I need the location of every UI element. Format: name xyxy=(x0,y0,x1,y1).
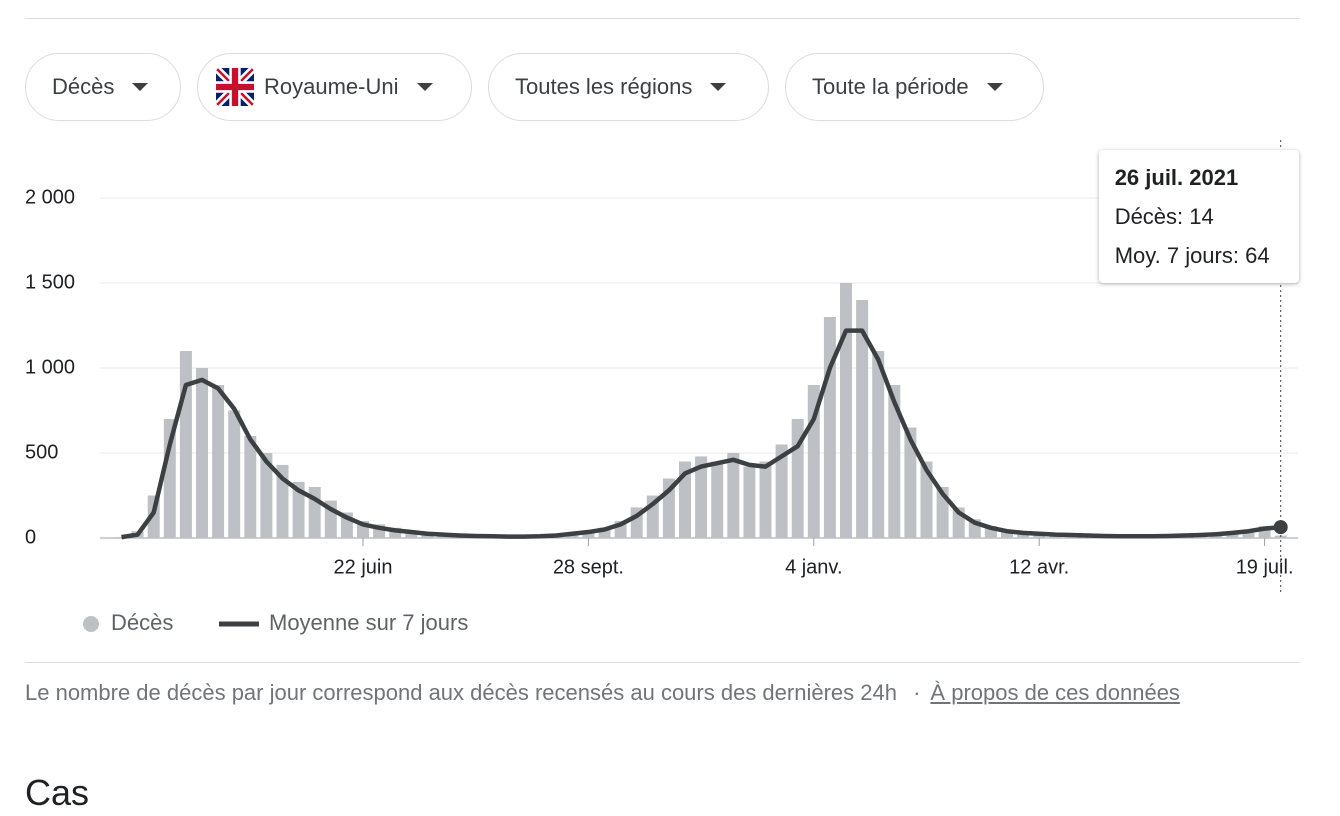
legend-label: Moyenne sur 7 jours xyxy=(269,610,468,635)
x-tick-label: 4 janv. xyxy=(785,556,842,578)
chip-label: Décès xyxy=(52,74,115,99)
tooltip: 26 juil. 2021 Décès: 14 Moy. 7 jours: 64 xyxy=(1098,150,1299,283)
tooltip-row: Décès: 14 xyxy=(1115,197,1283,236)
tooltip-label: Décès: xyxy=(1114,204,1184,229)
period-dropdown[interactable]: Toute la période xyxy=(785,53,1044,121)
section-heading: Cas xyxy=(25,772,90,813)
x-tick-label: 19 juil. xyxy=(1236,556,1294,578)
divider xyxy=(25,18,1300,19)
y-tick-label: 0 xyxy=(25,526,36,548)
bar xyxy=(1001,530,1013,538)
caret xyxy=(416,83,433,91)
legend-marker xyxy=(83,616,99,632)
country-dropdown[interactable]: Royaume-Uni xyxy=(197,53,472,121)
x-tick-label: 28 sept. xyxy=(553,556,624,578)
bar xyxy=(1242,530,1255,538)
bar xyxy=(582,531,595,538)
divider xyxy=(25,662,1300,663)
about-link[interactable]: À propos de ces données xyxy=(930,680,1180,705)
bar xyxy=(1017,532,1030,538)
bar xyxy=(775,444,788,538)
bar xyxy=(1258,526,1271,538)
bar xyxy=(743,466,756,538)
bar xyxy=(840,283,852,538)
footnote: Le nombre de décès par jour correspond a… xyxy=(25,680,1180,706)
y-tick-label: 1 500 xyxy=(25,271,75,293)
caret xyxy=(710,83,727,91)
bar xyxy=(727,453,740,538)
chip-label: Royaume-Uni xyxy=(264,74,399,99)
chip-label: Toute la période xyxy=(812,74,969,99)
uk-flag xyxy=(216,68,254,106)
bar xyxy=(260,453,273,538)
x-tick-label: 22 juin xyxy=(334,556,393,578)
bar xyxy=(212,385,225,538)
bar xyxy=(888,385,901,538)
bar xyxy=(389,527,402,538)
bar xyxy=(904,427,917,538)
footnote-text: Le nombre de décès par jour correspond a… xyxy=(25,680,897,705)
bar xyxy=(823,317,836,538)
y-tick-label: 500 xyxy=(25,441,58,463)
bar xyxy=(292,481,305,538)
average-line xyxy=(121,328,1281,540)
legend-label: Décès xyxy=(111,610,173,635)
bar xyxy=(1226,532,1239,538)
bar xyxy=(179,351,192,538)
tooltip-label: Moy. 7 jours: xyxy=(1114,243,1239,268)
bar xyxy=(872,351,885,538)
region-dropdown[interactable]: Toutes les régions xyxy=(488,53,769,121)
bar xyxy=(115,537,128,538)
bar xyxy=(228,410,241,538)
bar xyxy=(598,527,611,538)
bar xyxy=(244,436,257,538)
y-tick-label: 1 000 xyxy=(25,356,75,378)
separator: · xyxy=(913,680,921,705)
caret xyxy=(132,83,149,91)
bar xyxy=(759,461,772,538)
bar xyxy=(196,368,208,538)
tooltip-title: 26 juil. 2021 xyxy=(1114,165,1239,190)
bar xyxy=(856,300,869,538)
bar xyxy=(405,531,418,538)
bar xyxy=(920,461,933,538)
tooltip-value: 64 xyxy=(1245,243,1270,268)
bar xyxy=(679,461,691,538)
bar xyxy=(984,526,997,538)
hover-dot xyxy=(1273,520,1288,535)
bar xyxy=(695,456,708,538)
tooltip-value: 14 xyxy=(1189,204,1214,229)
bar xyxy=(711,461,724,538)
x-tick-label: 12 avr. xyxy=(1009,556,1069,578)
chip-label: Toutes les régions xyxy=(515,74,693,99)
tooltip-row: Moy. 7 jours: 64 xyxy=(1115,236,1283,275)
caret xyxy=(986,83,1003,91)
metric-dropdown[interactable]: Décès xyxy=(25,53,181,121)
y-tick-label: 2 000 xyxy=(25,186,75,208)
